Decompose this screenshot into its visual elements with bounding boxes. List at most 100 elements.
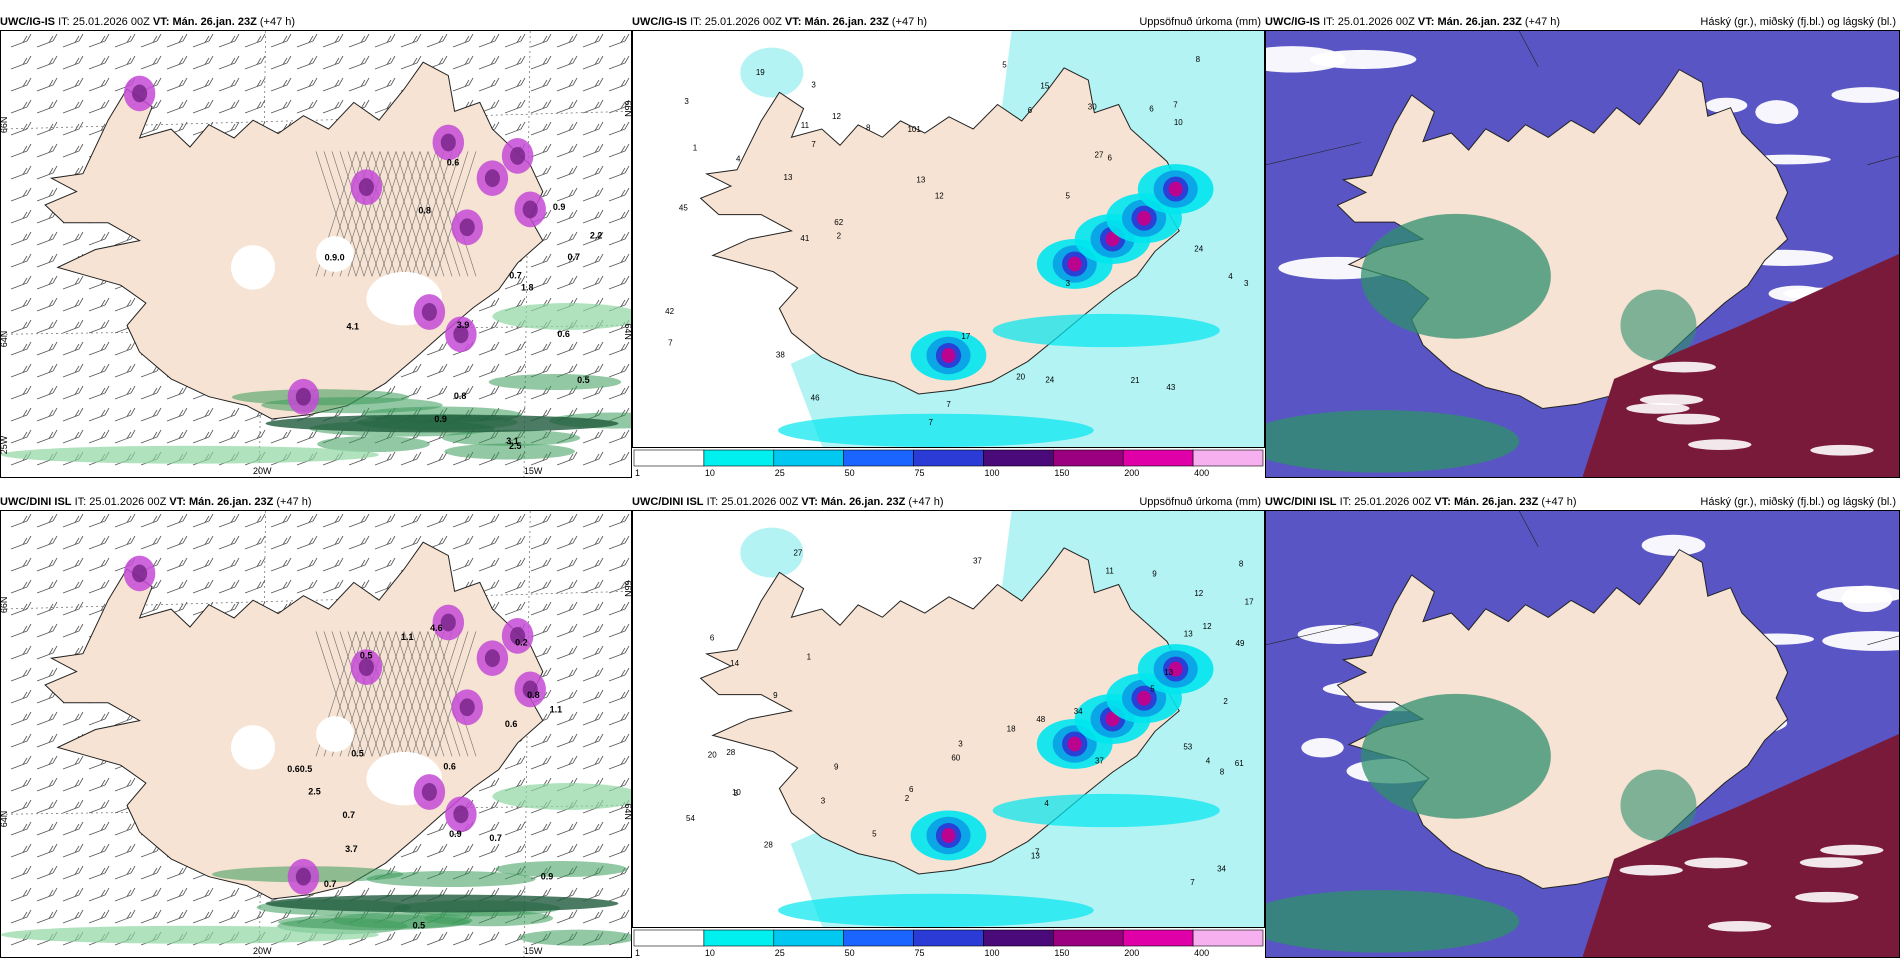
it-value: 25.01.2026 00Z <box>89 496 167 508</box>
iceland-land <box>44 541 544 900</box>
value-label: 66N <box>1 117 9 134</box>
value-label: 0.5 <box>360 650 373 660</box>
snow-core <box>421 303 437 321</box>
value-label: 5 <box>1002 61 1007 70</box>
map-frame[interactable]: 1 3 6 5 4 2 7 9 28 27 37 54 48 49 53 60 61 20 10 13 12 9 34 37 1… <box>632 510 1265 928</box>
mid-cloud <box>1266 410 1520 473</box>
panel-dini-wind: UWC/DINI ISL IT: 25.01.2026 00Z VT: Mán.… <box>0 494 632 958</box>
value-label: 13 <box>1164 668 1173 677</box>
value-label: 9 <box>1152 570 1157 579</box>
value-label: 5 <box>1150 684 1155 693</box>
value-label: 20W <box>253 466 272 476</box>
value-label: 12 <box>1194 589 1203 598</box>
panel-igis-precip: UWC/IG-IS IT: 25.01.2026 00Z VT: Mán. 26… <box>632 14 1265 478</box>
model-name: UWC/IG-IS <box>0 16 55 28</box>
precip-cell <box>1168 661 1183 677</box>
clear-sky-gap <box>1688 439 1752 450</box>
map-frame[interactable] <box>1265 510 1900 958</box>
value-label: 20 <box>1016 373 1025 382</box>
map-frame[interactable]: 1 7 5 7 6 7 3 2 7 3 4 12 27 38 45 46 62 101 43 20 21 24 12 17 30… <box>632 30 1265 448</box>
value-label: 66N <box>623 100 631 117</box>
graticule <box>1266 31 1899 166</box>
rain-band <box>444 443 576 460</box>
clear-sky-gap <box>1795 891 1859 903</box>
panel-dini-cloud: UWC/DINI ISL IT: 25.01.2026 00Z VT: Mán.… <box>1265 494 1900 958</box>
colorbar-swatch <box>1192 449 1264 467</box>
value-label: 0.6 <box>505 719 518 729</box>
panel-title: UWC/IG-IS IT: 25.01.2026 00Z VT: Mán. 26… <box>1265 14 1900 30</box>
precip-cell <box>1105 231 1120 247</box>
snow-core <box>522 200 538 219</box>
colorbar-tick: 200 <box>1124 468 1139 478</box>
rain-band <box>265 414 619 433</box>
map-frame[interactable]: 0.7 0.2 0.5 0.8 0.9 0.5 0.7 3.7 1.1 0.6 2.5 4.6 0.7 0… <box>0 510 632 958</box>
value-label: 37 <box>1095 757 1104 766</box>
value-label: 0.9 <box>449 829 462 839</box>
glacier-patch <box>316 716 354 752</box>
value-label: 54 <box>686 814 695 823</box>
value-label: 64N <box>623 323 631 340</box>
value-label: 43 <box>1166 383 1175 392</box>
value-label: 34 <box>1074 707 1083 716</box>
value-label: 62 <box>834 218 843 227</box>
value-label: 2.5 <box>308 787 321 797</box>
precip-cell <box>941 347 956 363</box>
value-label: 53 <box>1183 742 1192 751</box>
value-label: 9 <box>773 691 778 700</box>
cloud-map <box>1266 31 1899 477</box>
snow-core <box>453 805 469 824</box>
value-label: 8 <box>1196 55 1201 64</box>
clear-sky-gap <box>1301 737 1344 758</box>
value-label: 6 <box>1107 154 1112 163</box>
vt-label: VT: <box>801 496 818 508</box>
it-label: IT: <box>58 16 70 28</box>
snow-core <box>440 133 456 152</box>
value-label: 101 <box>907 125 921 134</box>
it-value: 25.01.2026 00Z <box>1354 496 1432 508</box>
value-label: 8 <box>1220 767 1225 776</box>
vt-value: Mán. 26.jan. 23Z <box>820 496 906 508</box>
value-label: 13 <box>916 176 925 185</box>
precip-cell <box>1067 736 1082 752</box>
value-label: 28 <box>726 748 735 757</box>
value-label: 21 <box>1131 376 1140 385</box>
clear-sky-gap <box>1810 444 1874 456</box>
vt-label: VT: <box>1434 496 1451 508</box>
mid-cloud <box>1620 289 1697 362</box>
value-label: 49 <box>1236 639 1245 648</box>
value-label: 1.8 <box>521 283 534 293</box>
lead-time: (+47 h) <box>908 496 944 508</box>
clear-sky-gap <box>1707 920 1772 932</box>
it-value: 25.01.2026 00Z <box>72 16 150 28</box>
value-label: 24 <box>1194 244 1203 253</box>
value-label: 3 <box>684 97 689 106</box>
clear-sky-gap <box>1266 46 1346 73</box>
mid-cloud <box>1620 769 1697 842</box>
value-label: 1 <box>693 143 698 152</box>
model-name: UWC/IG-IS <box>1265 16 1320 28</box>
rain-band <box>492 303 631 330</box>
iceland-land <box>699 547 1180 875</box>
map-frame[interactable] <box>1265 30 1900 478</box>
value-label: 0.9 <box>553 202 566 212</box>
clear-sky-gap <box>1755 100 1799 124</box>
value-label: 0.7 <box>567 252 580 262</box>
glacier-patch <box>230 245 276 290</box>
precip-band <box>778 893 1094 927</box>
map-frame[interactable]: 0.5 0.6 0.9 0.7 0.8 3.1 2.2 4.1 3.9 0.9 0.6 0.7 1.8 2… <box>0 30 632 478</box>
value-label: 64N <box>1 811 9 828</box>
colorbar-swatch <box>1192 929 1264 947</box>
mid-cloud <box>1360 213 1551 339</box>
snow-core <box>358 178 374 197</box>
graticule <box>1266 511 1899 646</box>
iceland-land <box>44 61 544 420</box>
value-label: 3 <box>811 80 816 89</box>
lead-time: (+47 h) <box>891 16 928 28</box>
snow-core <box>440 613 456 632</box>
value-label: 66N <box>623 580 631 597</box>
value-label: 0.8 <box>418 205 431 215</box>
value-label: 42 <box>665 307 674 316</box>
panel-title: UWC/IG-IS IT: 25.01.2026 00Z VT: Mán. 26… <box>632 14 1265 30</box>
value-label: 18 <box>1007 725 1016 734</box>
colorbar-swatch <box>773 449 844 467</box>
